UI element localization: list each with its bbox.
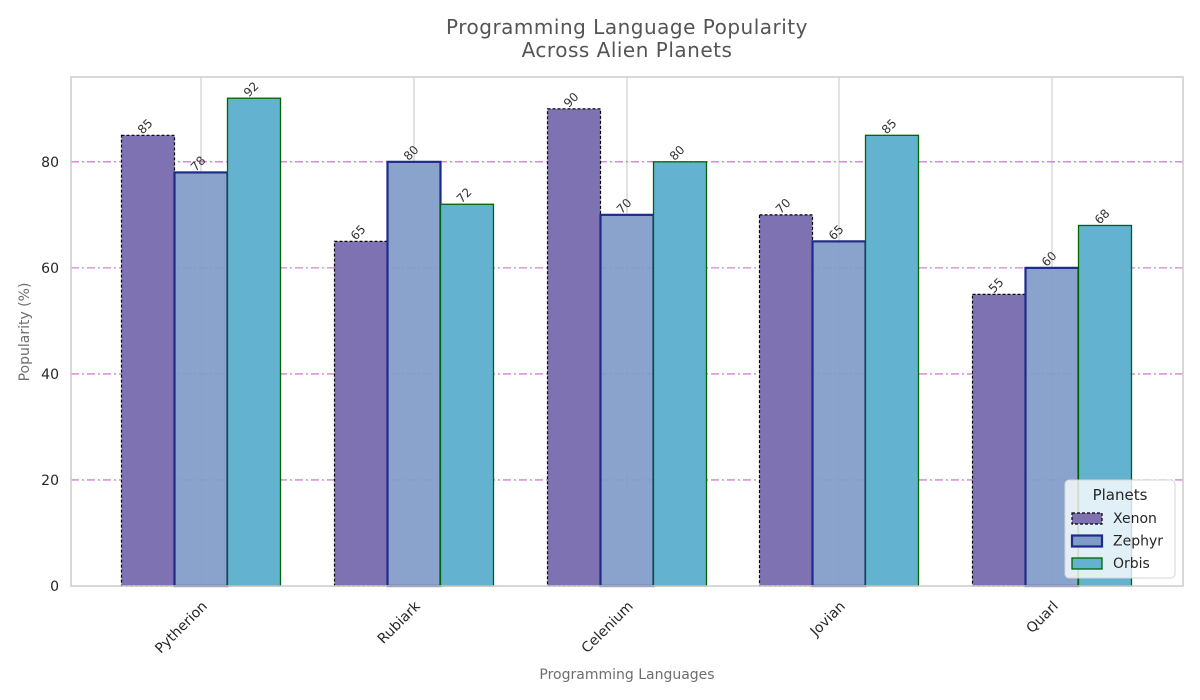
x-axis-label: Programming Languages bbox=[539, 667, 714, 683]
bar-xenon-celenium bbox=[546, 108, 602, 587]
legend-label-orbis: Orbis bbox=[1113, 556, 1150, 572]
bar-orbis-pytherion bbox=[226, 97, 282, 587]
x-tick-label: Pytherion bbox=[152, 598, 211, 657]
x-tick-label: Rubiark bbox=[375, 598, 425, 648]
y-tick-label: 40 bbox=[41, 367, 59, 383]
y-axis-label: Popularity (%) bbox=[17, 283, 33, 382]
legend-swatch-orbis bbox=[1071, 557, 1103, 570]
bar-orbis-rubiark bbox=[439, 203, 495, 587]
chart-title-line-1: Programming Language Popularity bbox=[446, 15, 808, 39]
y-tick-label: 80 bbox=[41, 155, 59, 171]
legend-label-zephyr: Zephyr bbox=[1113, 534, 1163, 550]
chart-title-line-2: Across Alien Planets bbox=[522, 38, 733, 62]
bars-layer bbox=[120, 97, 1133, 588]
bar-xenon-pytherion bbox=[120, 134, 176, 587]
x-tick-label: Jovian bbox=[807, 598, 849, 640]
legend: Planets Xenon Zephyr Orbis bbox=[1064, 479, 1176, 579]
axes-frame bbox=[70, 76, 1184, 587]
bar-zephyr-pytherion bbox=[173, 171, 229, 588]
x-tick-label: Quarl bbox=[1023, 598, 1061, 636]
legend-swatch-zephyr bbox=[1070, 534, 1104, 548]
legend-box bbox=[1064, 479, 1176, 579]
bar-xenon-rubiark bbox=[333, 240, 389, 587]
x-tick-label: Celenium bbox=[579, 598, 637, 656]
y-tick-label: 20 bbox=[41, 473, 59, 489]
legend-swatch-xenon bbox=[1071, 512, 1103, 525]
legend-title: Planets bbox=[1093, 486, 1148, 504]
bar-orbis-celenium bbox=[652, 161, 708, 587]
bar-zephyr-celenium bbox=[599, 213, 655, 588]
legend-label-xenon: Xenon bbox=[1113, 511, 1157, 527]
bar-xenon-jovian bbox=[758, 214, 814, 587]
y-tick-label: 0 bbox=[50, 579, 59, 595]
bar-zephyr-jovian bbox=[811, 240, 867, 588]
bar-xenon-quarl bbox=[971, 293, 1027, 587]
bar-zephyr-rubiark bbox=[386, 160, 442, 588]
y-tick-label: 60 bbox=[41, 261, 59, 277]
bar-orbis-jovian bbox=[864, 134, 920, 587]
